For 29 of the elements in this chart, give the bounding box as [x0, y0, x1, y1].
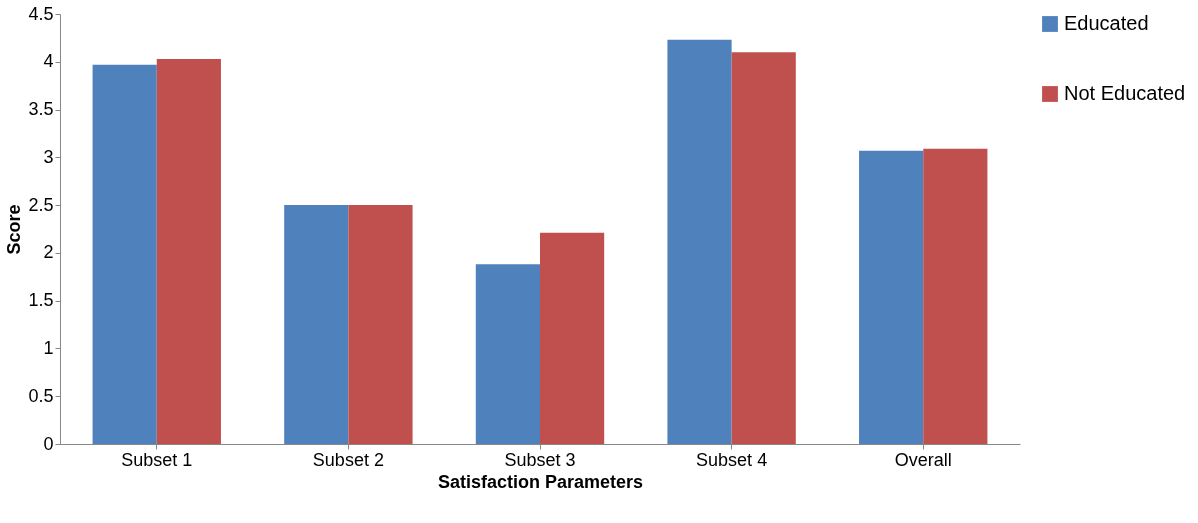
y-tick-label: 1 — [43, 337, 54, 358]
y-tick-label: 0 — [43, 433, 54, 454]
y-tick-label: 3.5 — [28, 99, 54, 120]
legend-label: Educated — [1064, 12, 1149, 34]
y-tick-label: 4.5 — [28, 3, 54, 24]
x-tick-label: Overall — [894, 449, 952, 470]
x-axis-title: Satisfaction Parameters — [437, 471, 644, 492]
x-tick-label: Subset 3 — [504, 449, 576, 470]
y-tick-label: 0.5 — [28, 385, 54, 406]
bar — [859, 150, 924, 444]
bar — [284, 205, 349, 444]
x-tick-label: Subset 2 — [312, 449, 384, 470]
bar — [540, 232, 605, 444]
bar — [923, 148, 988, 444]
legend-label: Not Educated — [1064, 82, 1186, 104]
x-tick-label: Subset 1 — [121, 449, 193, 470]
y-tick-label: 1.5 — [28, 290, 54, 311]
bar — [667, 39, 732, 444]
y-axis-title: Score — [4, 204, 25, 255]
y-tick-label: 2.5 — [28, 194, 54, 215]
y-tick-label: 4 — [43, 51, 54, 72]
bar — [156, 58, 221, 444]
bar — [731, 52, 796, 444]
bar — [348, 205, 413, 444]
bar — [92, 64, 157, 444]
y-tick-label: 2 — [43, 242, 54, 263]
bar — [475, 264, 540, 444]
x-tick-label: Subset 4 — [696, 449, 768, 470]
y-tick-label: 3 — [43, 146, 54, 167]
